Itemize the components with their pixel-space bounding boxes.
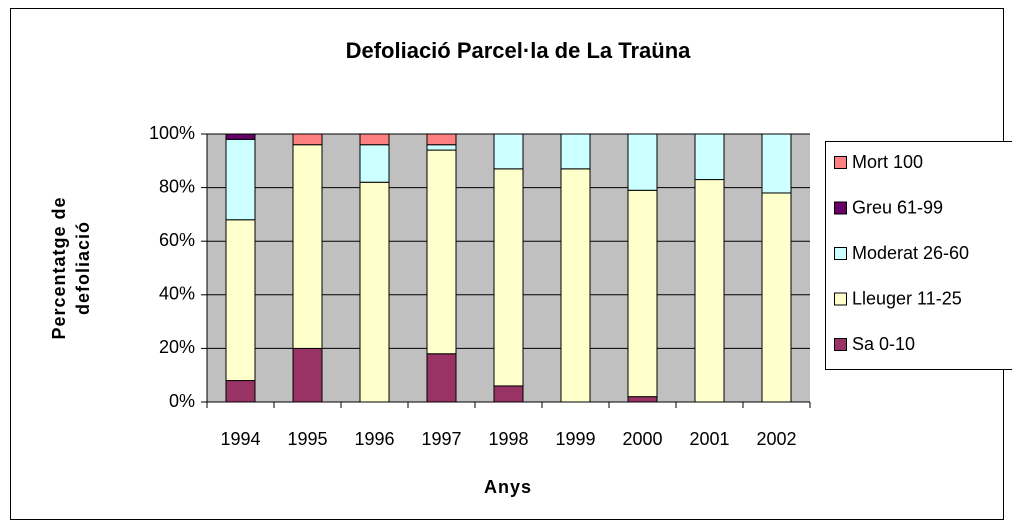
x-tick-label: 2001 xyxy=(689,429,729,449)
x-tick-label: 1996 xyxy=(354,429,394,449)
legend-swatch xyxy=(834,338,847,351)
chart-title: Defoliació Parcel·la de La Traüna xyxy=(346,38,692,63)
bar-segment xyxy=(694,179,725,403)
legend-label: Moderat 26-60 xyxy=(852,243,969,263)
legend-label: Greu 61-99 xyxy=(852,197,943,217)
y-axis-title-line: Percentatge de xyxy=(49,196,69,339)
bar-segment xyxy=(627,396,658,403)
bar-segment xyxy=(292,133,323,146)
legend-label: Mort 100 xyxy=(852,152,923,172)
bar-segment xyxy=(627,189,658,398)
x-tick-label: 2000 xyxy=(622,429,662,449)
legend xyxy=(825,141,1012,370)
bar-segment xyxy=(493,385,524,403)
bar-segment xyxy=(225,380,256,403)
bar-segment xyxy=(359,144,390,183)
bar-segment xyxy=(493,168,524,387)
y-axis-title-line: defoliació xyxy=(73,221,93,315)
legend-label: Sa 0-10 xyxy=(852,334,915,354)
bar-segment xyxy=(426,353,457,403)
x-tick-label: 2002 xyxy=(756,429,796,449)
bar-segment xyxy=(359,133,390,146)
bar-segment xyxy=(426,133,457,146)
y-tick-label: 40% xyxy=(159,284,195,304)
bar-segment xyxy=(560,133,591,170)
y-tick-label: 20% xyxy=(159,337,195,357)
x-axis-title: Anys xyxy=(484,477,532,497)
y-axis-title: Percentatge de defoliació xyxy=(49,196,93,339)
legend-swatch xyxy=(834,247,847,260)
y-tick-label: 0% xyxy=(169,391,195,411)
bar-segment xyxy=(560,168,591,403)
x-tick-label: 1997 xyxy=(421,429,461,449)
x-tick-label: 1995 xyxy=(287,429,327,449)
bar-segment xyxy=(694,133,725,181)
bar-segment xyxy=(761,192,792,403)
bar-segment xyxy=(761,133,792,194)
bar-segment xyxy=(627,133,658,191)
bar-segment xyxy=(493,133,524,170)
legend-swatch xyxy=(834,201,847,215)
x-tick-label: 1994 xyxy=(220,429,260,449)
bar-segment xyxy=(225,133,256,140)
bar-segment xyxy=(426,149,457,355)
y-tick-label: 100% xyxy=(149,123,195,143)
y-tick-label: 80% xyxy=(159,176,195,196)
legend-swatch xyxy=(834,156,847,169)
bar-segment xyxy=(359,181,390,403)
bar-segment xyxy=(225,138,256,221)
bar-segment xyxy=(292,144,323,349)
y-tick-label: 60% xyxy=(159,230,195,250)
bar-segment xyxy=(292,347,323,403)
legend-label: Lleuger 11-25 xyxy=(852,288,962,308)
legend-swatch xyxy=(834,292,847,306)
x-tick-label: 1999 xyxy=(555,429,595,449)
bar-segment xyxy=(225,219,256,382)
bar-segment xyxy=(426,144,457,151)
x-tick-label: 1998 xyxy=(488,429,528,449)
